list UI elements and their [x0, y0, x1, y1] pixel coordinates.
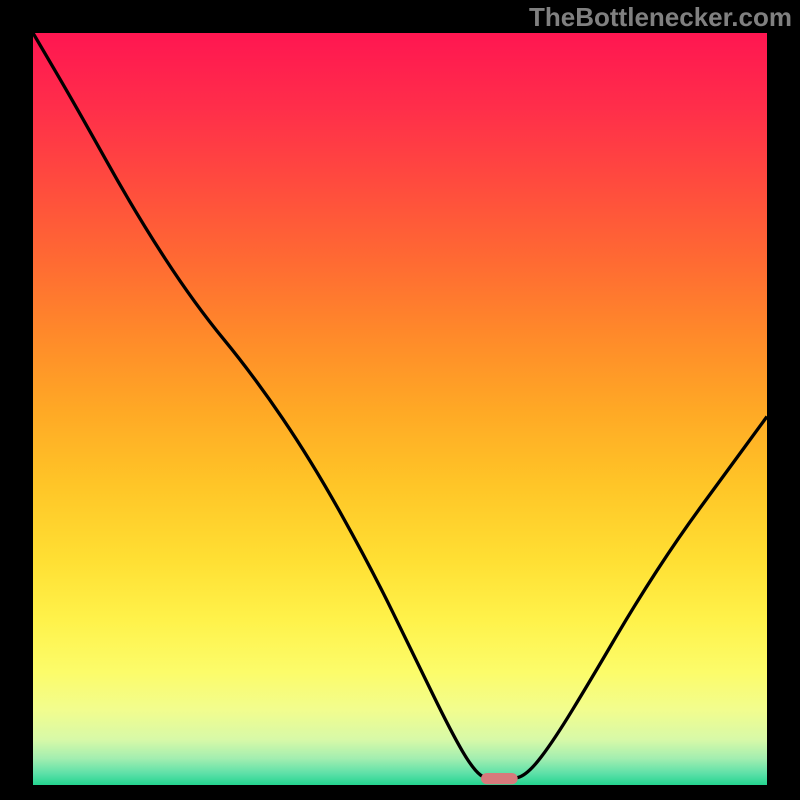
watermark-text: TheBottlenecker.com — [529, 2, 792, 33]
frame-border-right — [767, 0, 800, 800]
bottleneck-curve — [33, 33, 767, 785]
chart-frame: TheBottlenecker.com — [0, 0, 800, 800]
frame-border-bottom — [0, 785, 800, 800]
optimum-marker — [481, 773, 518, 784]
plot-area — [33, 33, 767, 785]
frame-border-left — [0, 0, 33, 800]
